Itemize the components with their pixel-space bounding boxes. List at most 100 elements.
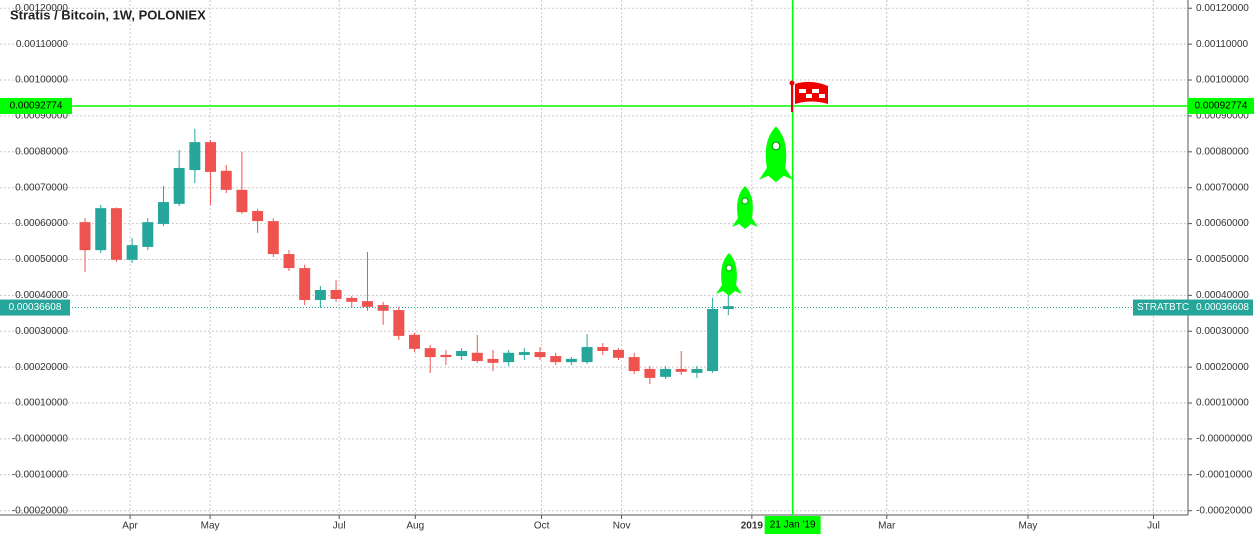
candle-body [346, 297, 358, 302]
crosshair-label-box [764, 516, 821, 534]
y2-tick-label: 0.00080000 [1196, 146, 1249, 157]
candle-body [660, 368, 672, 377]
candle-body [110, 208, 122, 260]
x-tick-label: Mar [878, 521, 896, 532]
candle-body [283, 254, 295, 269]
x-tick-label: Nov [613, 521, 631, 532]
price-label-box [1133, 299, 1253, 316]
y2-tick-label: 0.00040000 [1196, 290, 1249, 301]
crosshair-label-box [0, 97, 72, 114]
candle-body [644, 368, 656, 378]
y-tick-label: 0.00010000 [15, 398, 68, 409]
candle-body [299, 268, 311, 301]
chart-title: Stratis / Bitcoin, 1W, POLONIEX [10, 7, 206, 22]
y2-tick-label: 0.00120000 [1196, 3, 1249, 14]
y-tick-label: -0.00020000 [12, 505, 69, 516]
y-tick-label: 0.00060000 [15, 218, 68, 229]
candle-body [675, 368, 687, 372]
rocket-icon [715, 252, 743, 297]
price-label-box [0, 299, 70, 316]
crosshair-date-label: 21 Jan '19 [770, 520, 816, 531]
candle-body [424, 348, 436, 358]
y2-tick-label: 0.00070000 [1196, 182, 1249, 193]
candle-body [205, 142, 217, 172]
x-tick-label: May [1019, 521, 1038, 532]
candle-body [95, 208, 107, 251]
candle-body [487, 358, 499, 363]
crosshair-price-label: 0.00092774 [1195, 101, 1248, 112]
last-price-label: 0.00036608 [1196, 302, 1249, 313]
candle-body [79, 222, 91, 251]
candle-body [409, 334, 421, 349]
crosshair-label-box [1188, 97, 1254, 114]
rocket-icon [731, 185, 759, 230]
candle-body [252, 211, 264, 222]
candle-body [612, 349, 624, 358]
candle-body [691, 368, 703, 373]
y2-tick-label: 0.00100000 [1196, 75, 1249, 86]
y2-tick-label: -0.00020000 [1196, 505, 1253, 516]
candle-body [189, 142, 201, 171]
y-tick-label: 0.00030000 [15, 326, 68, 337]
candle-body [456, 350, 468, 357]
y-tick-label: 0.00040000 [15, 290, 68, 301]
candle-body [550, 356, 562, 363]
candle-body [267, 221, 279, 255]
candle-body [440, 354, 452, 358]
y2-tick-label: 0.00010000 [1196, 398, 1249, 409]
candle-body [393, 310, 405, 336]
y2-tick-label: -0.00000000 [1196, 434, 1253, 445]
y-tick-label: 0.00050000 [15, 254, 68, 265]
candle-body [142, 222, 154, 247]
y-tick-label: -0.00010000 [12, 469, 69, 480]
y-tick-label: -0.00000000 [12, 434, 69, 445]
x-tick-label: Apr [122, 521, 138, 532]
candle-body [597, 347, 609, 351]
y2-tick-label: 0.00060000 [1196, 218, 1249, 229]
x-tick-label: 2019 [741, 521, 764, 532]
y-tick-label: 0.00100000 [15, 75, 68, 86]
y-tick-label: 0.00090000 [15, 111, 68, 122]
candle-body [518, 352, 530, 355]
flag-icon [789, 80, 828, 112]
y2-tick-label: 0.00090000 [1196, 111, 1249, 122]
candle-body [377, 305, 389, 311]
rocket-icon [758, 125, 794, 183]
candle-body [236, 189, 248, 213]
rocket-icons [715, 125, 794, 297]
x-tick-label: May [201, 521, 220, 532]
candle-body [471, 352, 483, 362]
candle-body [707, 309, 719, 372]
y2-tick-label: 0.00110000 [1196, 39, 1249, 50]
y-tick-label: 0.00110000 [16, 39, 69, 50]
candle-body [534, 352, 546, 358]
y-tick-label: 0.00020000 [15, 362, 68, 373]
symbol-label: STRATBTC [1137, 302, 1189, 313]
y2-tick-label: 0.00030000 [1196, 326, 1249, 337]
candle-body [722, 306, 734, 309]
candle-body [628, 357, 640, 372]
y2-tick-label: 0.00050000 [1196, 254, 1249, 265]
candle-body [126, 245, 138, 260]
y2-tick-label: 0.00020000 [1196, 362, 1249, 373]
y2-tick-label: -0.00010000 [1196, 469, 1253, 480]
candle-body [330, 289, 342, 299]
y-tick-label: 0.00070000 [15, 182, 68, 193]
y-tick-label: 0.00080000 [15, 146, 68, 157]
candle-body [581, 347, 593, 363]
candle-body [157, 202, 169, 224]
x-tick-label: Jul [333, 521, 346, 532]
candle-body [314, 289, 326, 301]
x-tick-label: Jul [1147, 521, 1160, 532]
y-tick-label: 0.00120000 [15, 3, 68, 14]
x-tick-label: Aug [406, 521, 424, 532]
candle-body [220, 170, 232, 190]
candle-body [503, 352, 515, 363]
candle-body [361, 301, 373, 307]
x-tick-label: Oct [534, 521, 550, 532]
last-price-label: 0.00036608 [9, 302, 62, 313]
candle-body [173, 167, 185, 204]
candle-body [565, 358, 577, 363]
crosshair-price-label: 0.00092774 [10, 101, 63, 112]
